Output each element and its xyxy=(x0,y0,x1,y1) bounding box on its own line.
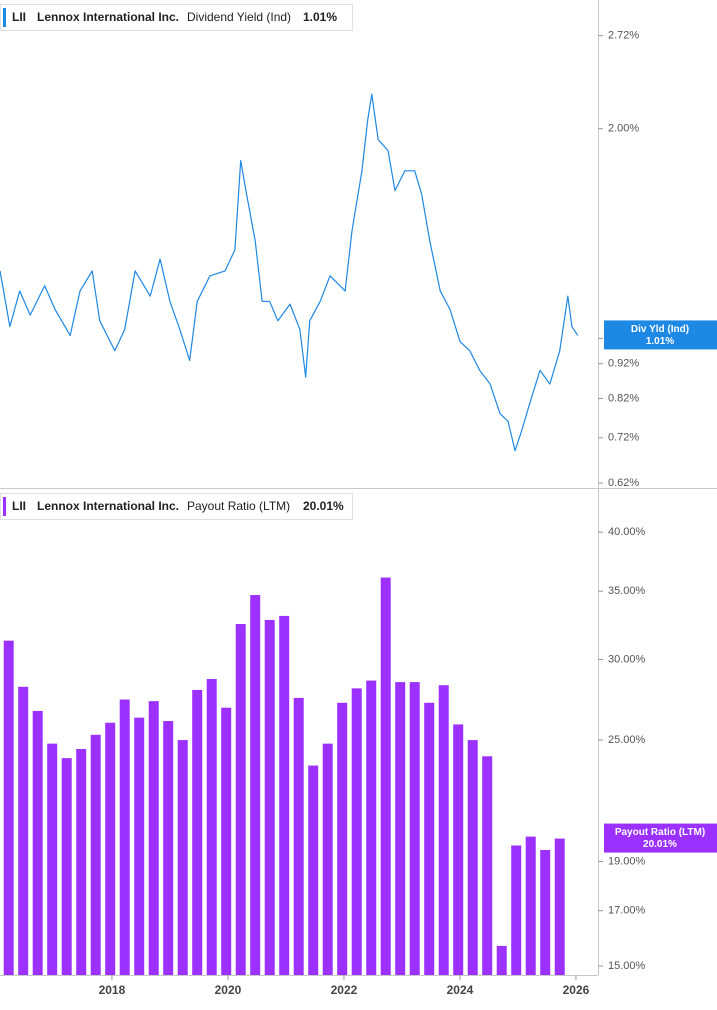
legend-series: Payout Ratio (LTM) xyxy=(187,499,290,513)
bar xyxy=(380,577,391,975)
x-tick-label: 2020 xyxy=(215,983,242,997)
bar xyxy=(206,679,217,975)
bar xyxy=(192,689,203,975)
legend-value: 20.01% xyxy=(303,499,344,513)
legend-box xyxy=(0,493,353,520)
legend: LII Lennox International Inc. Dividend Yie… xyxy=(0,4,353,31)
bar xyxy=(18,686,29,975)
bar xyxy=(235,624,246,975)
bar xyxy=(351,688,362,975)
value-flag xyxy=(604,320,717,350)
legend-series: Dividend Yield (Ind) xyxy=(187,10,291,24)
bar xyxy=(525,836,536,975)
bar xyxy=(482,756,493,975)
bar xyxy=(32,710,43,975)
bar xyxy=(409,682,420,975)
bar xyxy=(163,721,174,975)
y-tick-label: 40.00% xyxy=(608,526,646,538)
flag-value: 20.01% xyxy=(643,839,677,850)
bar xyxy=(279,615,290,975)
y-tick-label: 0.62% xyxy=(608,477,639,489)
bar xyxy=(3,640,14,975)
bar xyxy=(119,699,130,975)
legend-swatch xyxy=(3,8,6,27)
x-tick-label: 2018 xyxy=(99,983,126,997)
bar xyxy=(453,724,464,975)
y-tick-label: 35.00% xyxy=(608,585,646,597)
bar xyxy=(47,743,58,975)
y-tick-label: 0.92% xyxy=(608,358,639,370)
y-tick-label: 0.72% xyxy=(608,432,639,444)
bar xyxy=(395,682,406,975)
bar xyxy=(134,717,145,975)
y-tick-label: 19.00% xyxy=(608,855,646,867)
y-tick-label: 25.00% xyxy=(608,734,646,746)
bar xyxy=(250,595,261,975)
y-tick-label: 15.00% xyxy=(608,960,646,972)
legend-value: 1.01% xyxy=(303,10,337,24)
legend-ticker: LII xyxy=(12,10,26,24)
bar xyxy=(105,722,116,975)
x-tick-label: 2024 xyxy=(447,983,474,997)
bar xyxy=(496,945,507,975)
y-tick-label: 30.00% xyxy=(608,653,646,665)
bar xyxy=(177,740,188,975)
bar xyxy=(511,845,522,975)
legend-company: Lennox International Inc. xyxy=(37,499,179,513)
bar xyxy=(61,758,72,975)
bar xyxy=(293,697,304,975)
line xyxy=(0,93,579,452)
legend-company: Lennox International Inc. xyxy=(37,10,179,24)
bar xyxy=(322,743,333,975)
legend-swatch xyxy=(3,497,6,516)
bar xyxy=(438,685,449,975)
y-tick-label: 2.00% xyxy=(608,123,639,135)
bar xyxy=(337,702,348,975)
bar xyxy=(424,702,435,975)
bar xyxy=(308,765,319,975)
bar xyxy=(148,701,159,975)
flag-label: Payout Ratio (LTM) xyxy=(615,827,705,838)
legend-ticker: LII xyxy=(12,499,26,513)
x-tick-label: 2022 xyxy=(331,983,358,997)
flag-label: Div Yld (Ind) xyxy=(631,324,689,335)
y-tick-label: 0.82% xyxy=(608,392,639,404)
bar xyxy=(554,838,565,975)
legend: LII Lennox International Inc. Payout Ratio… xyxy=(0,493,353,520)
y-tick-label: 2.72% xyxy=(608,30,639,42)
legend-box xyxy=(0,4,353,31)
x-tick-label: 2026 xyxy=(563,983,590,997)
bar xyxy=(221,707,232,975)
bar xyxy=(90,734,101,975)
bar xyxy=(264,619,275,975)
bar xyxy=(76,749,87,975)
bar xyxy=(366,680,377,975)
flag-value: 1.01% xyxy=(646,336,674,347)
y-tick-label: 17.00% xyxy=(608,905,646,917)
value-flag xyxy=(604,823,717,853)
bar xyxy=(540,849,551,975)
bar xyxy=(467,740,478,975)
